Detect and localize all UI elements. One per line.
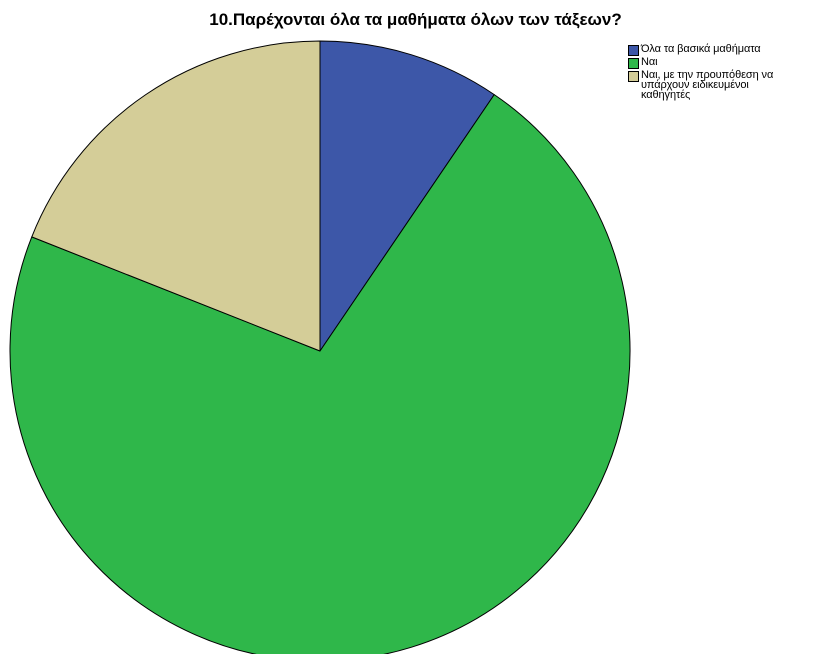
legend-label-yes-conditional: Ναι, με την προυπόθεση να υπάρχουν ειδικ… <box>641 69 774 101</box>
legend-item-yes: Ναι <box>628 57 828 69</box>
legend-item-yes-conditional: Ναι, με την προυπόθεση να υπάρχουν ειδικ… <box>628 69 828 101</box>
legend-swatch-yes <box>628 58 639 69</box>
legend-swatch-basic-subjects <box>628 45 639 56</box>
legend: Όλα τα βασικά μαθήματα Ναι Ναι, με την π… <box>628 44 828 101</box>
chart-title: 10.Παρέχονται όλα τα μαθήματα όλων των τ… <box>209 10 622 29</box>
pie-slice-yes-conditional <box>31 40 321 352</box>
legend-swatch-yes-conditional <box>628 71 639 82</box>
legend-label-yes: Ναι <box>641 56 658 68</box>
pie-slice-basic-subjects <box>319 40 495 352</box>
legend-item-basic-subjects: Όλα τα βασικά μαθήματα <box>628 44 828 56</box>
pie-slice-yes <box>9 94 631 654</box>
legend-label-basic-subjects: Όλα τα βασικά μαθήματα <box>641 43 761 55</box>
